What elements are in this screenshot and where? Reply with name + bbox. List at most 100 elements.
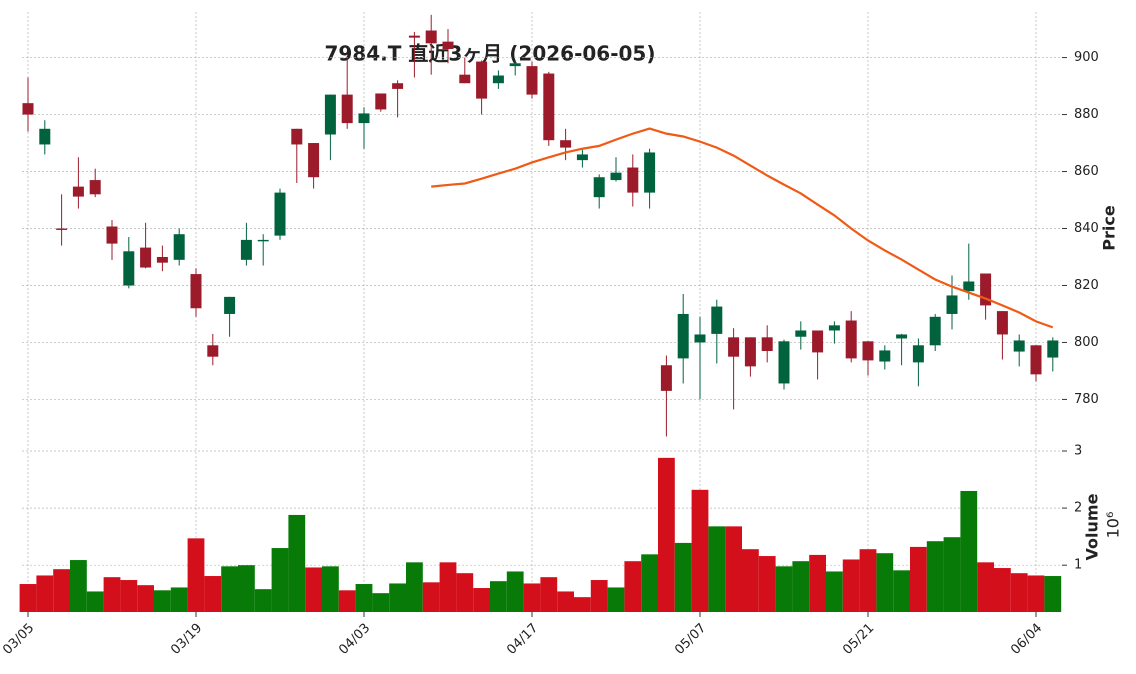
volume-axis-label: Volume [1083,493,1102,560]
x-tick-label: 03/05 [0,621,37,658]
chart-title: 7984.T 直近3ヶ月 (2026-06-05) [325,42,656,66]
volume-bar [523,583,541,612]
candle-body [1047,340,1059,358]
candle-body [22,103,34,115]
candle-body [761,337,773,351]
volume-bar [170,587,188,612]
candle-body [946,295,958,314]
volume-bar [137,585,154,612]
volume-bar [758,556,776,612]
volume-bar [842,559,860,612]
candle-body [560,140,572,148]
volume-bar [86,591,104,612]
volume-bar [994,568,1011,612]
volume-bar [557,591,574,612]
volume-bar [624,561,642,612]
volume-bar [70,560,87,612]
volume-bar [540,577,558,612]
candle-body [123,251,135,286]
candle-body [677,313,689,359]
volume-bar [305,567,322,612]
y-tick-label: 900 [1074,50,1099,65]
volume-bar [338,590,356,612]
candle-body [963,281,975,292]
volume-bar [876,553,894,612]
candle-body [140,247,152,268]
candle-body [173,234,185,260]
volume-bar [238,565,255,612]
candle-body [1030,345,1042,375]
candle-body [476,61,488,99]
candle-body [862,341,874,361]
candle-body [375,93,387,110]
volume-bar [473,588,490,612]
candle-body [291,128,303,145]
candle-body [896,334,908,339]
candle-body [795,330,807,337]
candle-body [425,30,437,44]
candle-body [845,320,857,359]
volume-bar [36,575,54,612]
y-tick-label: 3 [1074,444,1082,459]
candle-body [257,239,269,242]
candle-body [509,63,521,67]
candle-body [996,311,1008,335]
candle-body [778,341,790,384]
candle-body [240,239,252,260]
candle-body [694,334,706,343]
candle-body [39,128,51,145]
candle-body [610,172,622,181]
volume-bar [288,514,306,612]
volume-bar [893,570,910,612]
x-tick-label: 05/21 [840,621,877,658]
volume-bar [725,526,742,612]
volume-bar [439,562,457,612]
volume-bar [19,584,37,612]
volume-bar [826,571,843,612]
candle-body [89,180,101,195]
volume-bar [490,581,507,612]
candle-body [207,345,219,357]
candle-body [190,274,202,309]
volume-bar [641,554,658,612]
y-tick-label: 880 [1074,107,1099,122]
y-tick-label: 1 [1074,558,1082,573]
candle-body [308,143,320,178]
volume-bar [355,584,373,612]
candle-body [324,94,336,135]
volume-bar [708,526,726,612]
candle-body [526,66,538,95]
candle-body [392,83,404,89]
volume-bar [53,569,70,612]
x-tick-label: 03/19 [168,621,205,658]
candle-body [660,365,672,391]
volume-bar [1044,576,1062,612]
volume-bar [1010,573,1028,612]
candle-body [1013,340,1025,352]
volume-bar [674,542,692,612]
volume-bar [372,593,390,612]
volume-bar [254,589,272,612]
volume-bar [926,541,944,612]
candle-body [442,41,454,50]
volume-bar [1027,575,1045,612]
volume-bar [943,537,961,612]
volume-bar [271,548,289,612]
volume-bar [422,582,440,612]
volume-bar [120,580,138,612]
volume-bar [910,546,927,612]
candle-body [980,273,992,306]
candle-body [56,228,68,230]
moving-average-line [431,127,1054,329]
y-tick-label: 800 [1074,335,1099,350]
volume-bar [742,549,759,612]
x-tick-label: 05/07 [672,621,709,658]
candle-body [812,330,824,353]
candle-body [224,296,236,314]
volume-bar [322,566,339,612]
volume-bar [809,554,826,612]
candle-body [492,75,504,84]
y-tick-label: 2 [1074,501,1082,516]
volume-exponent: 10⁶ [1104,512,1123,539]
volume-bar [658,457,675,612]
